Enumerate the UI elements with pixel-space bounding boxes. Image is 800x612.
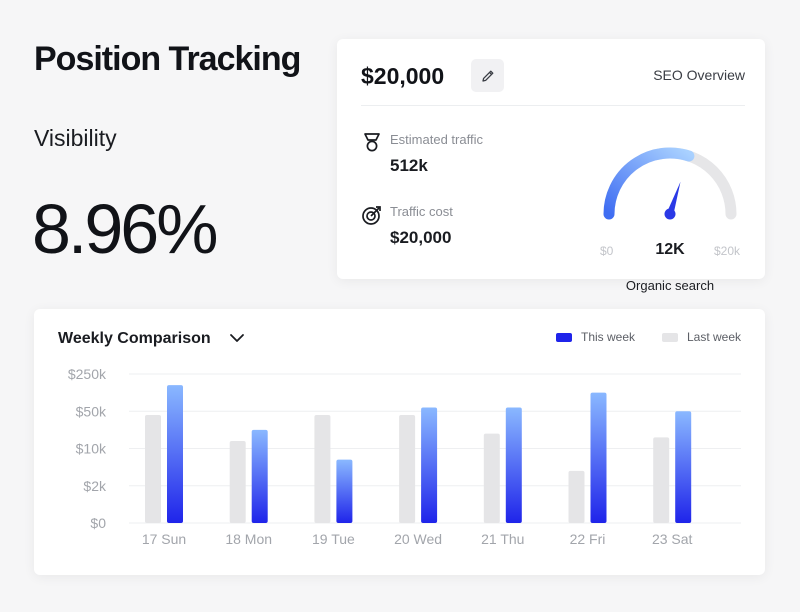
x-tick-label: 22 Fri	[570, 531, 606, 547]
metric-value: $20,000	[390, 228, 452, 247]
bar-this-week	[336, 459, 353, 523]
x-tick-label: 20 Wed	[394, 531, 442, 547]
weekly-bar-chart: $250k $50k $10k $2k $0 17 Sun 18 Mon 19 Tue 20 W…	[68, 366, 741, 547]
visibility-value: 8.96%	[32, 190, 218, 268]
legend-swatch	[662, 332, 678, 342]
seo-price: $20,000	[361, 63, 445, 89]
gauge-fill	[603, 147, 695, 220]
gauge-max-label: $20k	[714, 244, 741, 258]
legend-swatch	[556, 332, 572, 342]
bar-last-week	[229, 441, 246, 523]
organic-search-gauge: $0 12K $20k Organic search	[592, 119, 752, 293]
legend-label: Last week	[687, 330, 742, 344]
weekly-title[interactable]: Weekly Comparison	[58, 330, 211, 347]
seo-overview-link[interactable]: SEO Overview	[653, 67, 745, 83]
x-tick-label: 23 Sat	[652, 531, 693, 547]
weekly-comparison-card: Weekly Comparison This week Last week $2…	[34, 309, 765, 575]
bar-last-week	[483, 433, 500, 523]
chevron-down-icon[interactable]	[228, 329, 246, 347]
metric-label: Traffic cost	[390, 204, 453, 219]
bar-last-week	[399, 414, 416, 523]
pencil-icon	[481, 70, 493, 82]
bar-this-week	[421, 407, 438, 523]
legend-last-week: Last week	[662, 330, 741, 344]
gauge-hub	[664, 208, 676, 220]
bar-this-week	[590, 392, 607, 523]
x-tick-label: 19 Tue	[312, 531, 355, 547]
page-title: Position Tracking	[34, 40, 301, 78]
bar-this-week	[167, 385, 183, 523]
gauge-needle	[666, 181, 681, 216]
bar-last-week	[653, 437, 670, 523]
bar-last-week	[568, 470, 585, 523]
edit-price-button[interactable]	[471, 59, 504, 92]
x-tick-label: 21 Thu	[481, 531, 524, 547]
y-tick-label: $10k	[76, 441, 107, 457]
x-tick-label: 18 Mon	[225, 531, 272, 547]
y-tick-label: $50k	[76, 403, 107, 419]
medal-icon	[364, 133, 380, 152]
bar-this-week	[251, 429, 268, 523]
bar-this-week	[675, 411, 692, 523]
legend-this-week: This week	[556, 330, 635, 344]
visibility-label: Visibility	[34, 125, 117, 151]
bar-last-week	[145, 414, 161, 523]
y-tick-label: $250k	[68, 366, 107, 382]
y-tick-label: $2k	[83, 478, 107, 494]
metric-label: Estimated traffic	[390, 132, 483, 147]
legend-label: This week	[581, 330, 636, 344]
x-tick-label: 17 Sun	[142, 531, 186, 547]
gauge-caption: Organic search	[625, 278, 715, 293]
metric-value: 512k	[390, 156, 428, 175]
bar-last-week	[314, 414, 331, 523]
gauge-track	[603, 147, 737, 220]
seo-card: $20,000 SEO Overview Estimated traffic 5…	[337, 39, 765, 293]
gauge-min-label: $0	[600, 244, 614, 258]
divider	[361, 105, 745, 106]
target-icon	[362, 206, 381, 225]
y-tick-label: $0	[90, 515, 106, 531]
bar-this-week	[505, 407, 522, 523]
gauge-value: 12K	[655, 241, 685, 258]
